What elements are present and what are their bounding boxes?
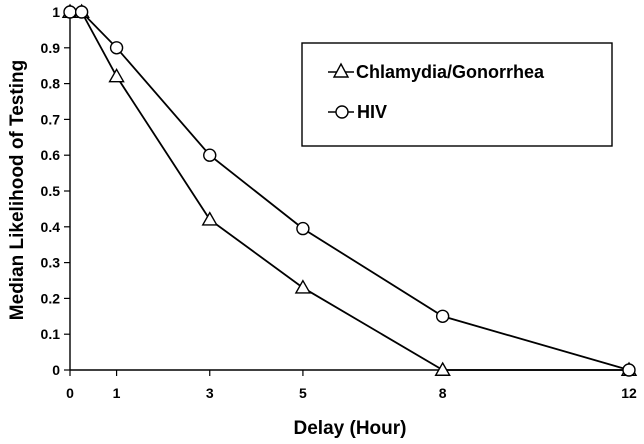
- data-point-chlamydia-gonorrhea: [108, 68, 125, 83]
- y-tick-label: 0.9: [41, 40, 61, 56]
- legend-label-hiv: HIV: [357, 102, 387, 122]
- x-tick-label: 12: [621, 385, 637, 401]
- legend-label-chlamydia-gonorrhea: Chlamydia/Gonorrhea: [356, 62, 545, 82]
- legend: Chlamydia/Gonorrhea HIV: [301, 42, 613, 147]
- data-point-chlamydia-gonorrhea: [434, 361, 451, 376]
- x-axis-title: Delay (Hour): [294, 418, 407, 439]
- data-point-hiv: [203, 148, 217, 162]
- data-point-hiv: [74, 5, 89, 19]
- y-tick-label: 0.6: [41, 147, 61, 163]
- x-tick-label: 0: [66, 385, 74, 401]
- legend-item-chlamydia-gonorrhea: Chlamydia/Gonorrhea: [328, 62, 545, 82]
- data-point-hiv: [109, 41, 124, 55]
- legend-item-hiv: HIV: [328, 102, 387, 122]
- x-tick-label: 1: [113, 385, 121, 401]
- data-point-chlamydia-gonorrhea: [294, 279, 312, 294]
- y-tick-label: 0.2: [41, 290, 61, 306]
- x-tick-label: 5: [299, 385, 307, 401]
- y-tick-label: 0.3: [41, 255, 61, 271]
- plot-area: 0 0.1 0.2 0.3 0.4 0.5 0.6 0.7 0.8 0.9 1 0 1 3 5 8 12: [41, 3, 638, 401]
- legend-box: [301, 42, 613, 147]
- x-tick-label: 8: [439, 385, 447, 401]
- x-tick-label: 3: [206, 385, 214, 401]
- y-tick-label: 0.5: [41, 183, 61, 199]
- data-point-hiv: [622, 363, 636, 377]
- data-point-hiv: [435, 309, 450, 323]
- data-point-chlamydia-gonorrhea: [201, 211, 218, 226]
- legend-triangle-marker: [332, 62, 350, 78]
- y-tick-label: 0: [52, 362, 60, 378]
- y-tick-label: 0.4: [41, 219, 61, 235]
- y-axis-title: Median Likelihood of Testing: [7, 60, 28, 320]
- data-point-hiv: [63, 5, 77, 19]
- y-tick-label: 0.1: [41, 326, 61, 342]
- y-tick-label: 0.7: [41, 111, 61, 127]
- y-tick-label: 1: [52, 4, 60, 20]
- data-point-hiv: [296, 221, 310, 236]
- y-tick-label: 0.8: [41, 76, 61, 92]
- legend-circle-marker: [335, 105, 349, 119]
